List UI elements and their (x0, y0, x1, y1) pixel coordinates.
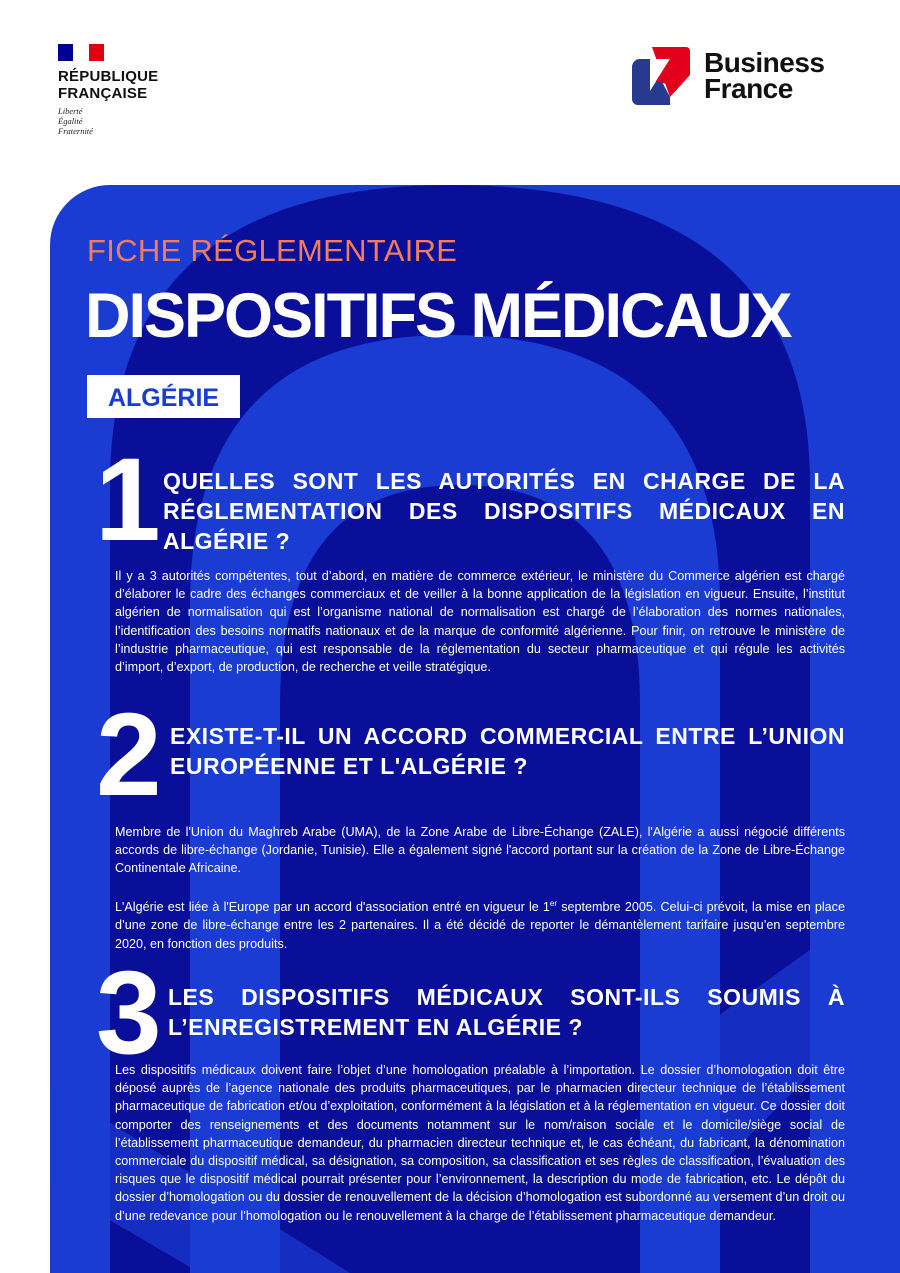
section-2-question: Existe-t-il un accord commercial entre l… (170, 723, 845, 779)
section-2-paragraph-2: L'Algérie est liée à l'Europe par un acc… (115, 899, 845, 951)
section-1-question: Quelles sont les autorités en charge de … (163, 468, 845, 554)
business-france-mark-icon (632, 47, 690, 105)
section-3-paragraph: Les dispositifs médicaux doivent faire l… (115, 1063, 845, 1223)
section-1-paragraph: Il y a 3 autorités compétentes, tout d’a… (115, 569, 845, 675)
page-title: DISPOSITIFS MÉDICAUX (85, 281, 793, 351)
business-france-logo: Business France (630, 45, 825, 107)
background-arcs (50, 185, 900, 1273)
section-3-question: Les dispositifs médicaux sont-ils soumis… (168, 984, 845, 1040)
section-number-3: 3 (96, 947, 162, 1079)
republique-francaise-logo: RÉPUBLIQUE FRANÇAISE Liberté Égalité Frat… (58, 44, 158, 136)
country-badge: ALGÉRIE (87, 375, 240, 418)
section-number-1: 1 (95, 434, 161, 566)
section-number-2: 2 (96, 689, 162, 821)
document-kicker: FICHE RÉGLEMENTAIRE (87, 233, 458, 268)
business-france-name: Business France (704, 47, 825, 104)
section-2-paragraph-1: Membre de l'Union du Maghreb Arabe (UMA)… (115, 825, 845, 876)
republique-name: RÉPUBLIQUE FRANÇAISE (58, 68, 159, 102)
republique-motto: Liberté Égalité Fraternité (58, 106, 93, 136)
french-flag-icon (58, 44, 104, 61)
content-panel (50, 185, 900, 1273)
